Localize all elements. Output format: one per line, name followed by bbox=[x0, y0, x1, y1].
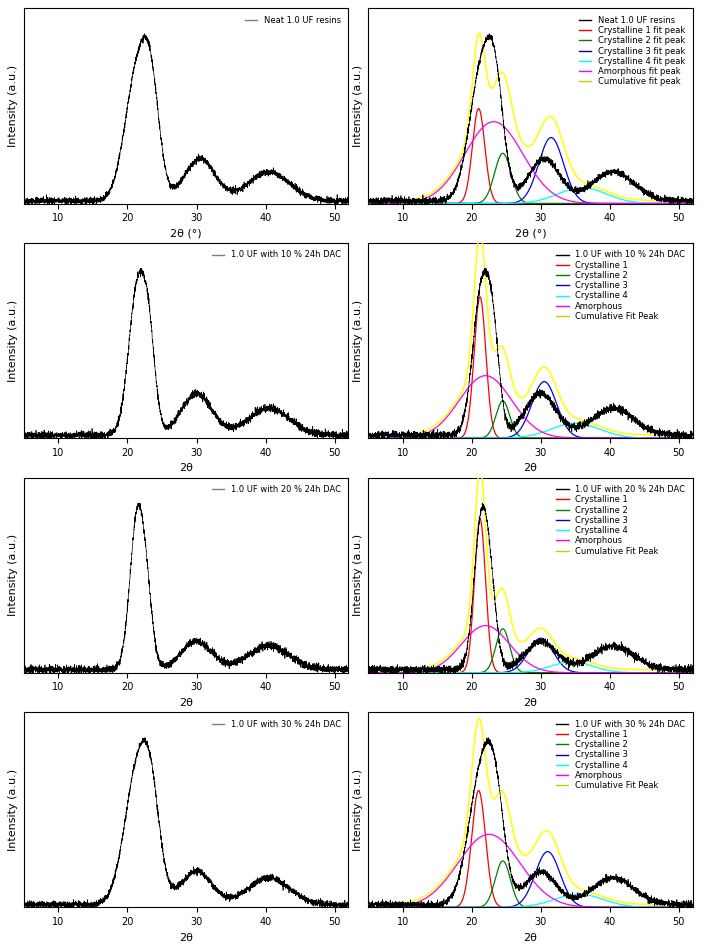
Y-axis label: Intensity (a.u.): Intensity (a.u.) bbox=[8, 300, 18, 381]
X-axis label: 2θ: 2θ bbox=[524, 933, 538, 942]
Legend: 1.0 UF with 20 % 24h DAC, Crystalline 1, Crystalline 2, Crystalline 3, Crystalli: 1.0 UF with 20 % 24h DAC, Crystalline 1,… bbox=[552, 482, 688, 559]
Legend: 1.0 UF with 10 % 24h DAC, Crystalline 1, Crystalline 2, Crystalline 3, Crystalli: 1.0 UF with 10 % 24h DAC, Crystalline 1,… bbox=[552, 247, 688, 324]
X-axis label: 2θ: 2θ bbox=[524, 698, 538, 708]
X-axis label: 2θ (°): 2θ (°) bbox=[515, 229, 546, 239]
Legend: 1.0 UF with 20 % 24h DAC: 1.0 UF with 20 % 24h DAC bbox=[208, 482, 344, 497]
Y-axis label: Intensity (a.u.): Intensity (a.u.) bbox=[353, 300, 362, 381]
X-axis label: 2θ: 2θ bbox=[524, 463, 538, 474]
X-axis label: 2θ: 2θ bbox=[179, 463, 193, 474]
Y-axis label: Intensity (a.u.): Intensity (a.u.) bbox=[353, 768, 362, 851]
Y-axis label: Intensity (a.u.): Intensity (a.u.) bbox=[8, 534, 18, 616]
Y-axis label: Intensity (a.u.): Intensity (a.u.) bbox=[8, 65, 18, 147]
Legend: 1.0 UF with 30 % 24h DAC, Crystalline 1, Crystalline 2, Crystalline 3, Crystalli: 1.0 UF with 30 % 24h DAC, Crystalline 1,… bbox=[552, 716, 688, 793]
Y-axis label: Intensity (a.u.): Intensity (a.u.) bbox=[353, 534, 362, 616]
Legend: Neat 1.0 UF resins: Neat 1.0 UF resins bbox=[241, 12, 344, 29]
Legend: Neat 1.0 UF resins, Crystalline 1 fit peak, Crystalline 2 fit peak, Crystalline : Neat 1.0 UF resins, Crystalline 1 fit pe… bbox=[576, 12, 688, 89]
Y-axis label: Intensity (a.u.): Intensity (a.u.) bbox=[8, 768, 18, 851]
X-axis label: 2θ (°): 2θ (°) bbox=[170, 229, 202, 239]
Legend: 1.0 UF with 30 % 24h DAC: 1.0 UF with 30 % 24h DAC bbox=[208, 716, 344, 732]
Y-axis label: Intensity (a.u.): Intensity (a.u.) bbox=[353, 65, 362, 147]
X-axis label: 2θ: 2θ bbox=[179, 933, 193, 942]
Legend: 1.0 UF with 10 % 24h DAC: 1.0 UF with 10 % 24h DAC bbox=[208, 247, 344, 262]
X-axis label: 2θ: 2θ bbox=[179, 698, 193, 708]
